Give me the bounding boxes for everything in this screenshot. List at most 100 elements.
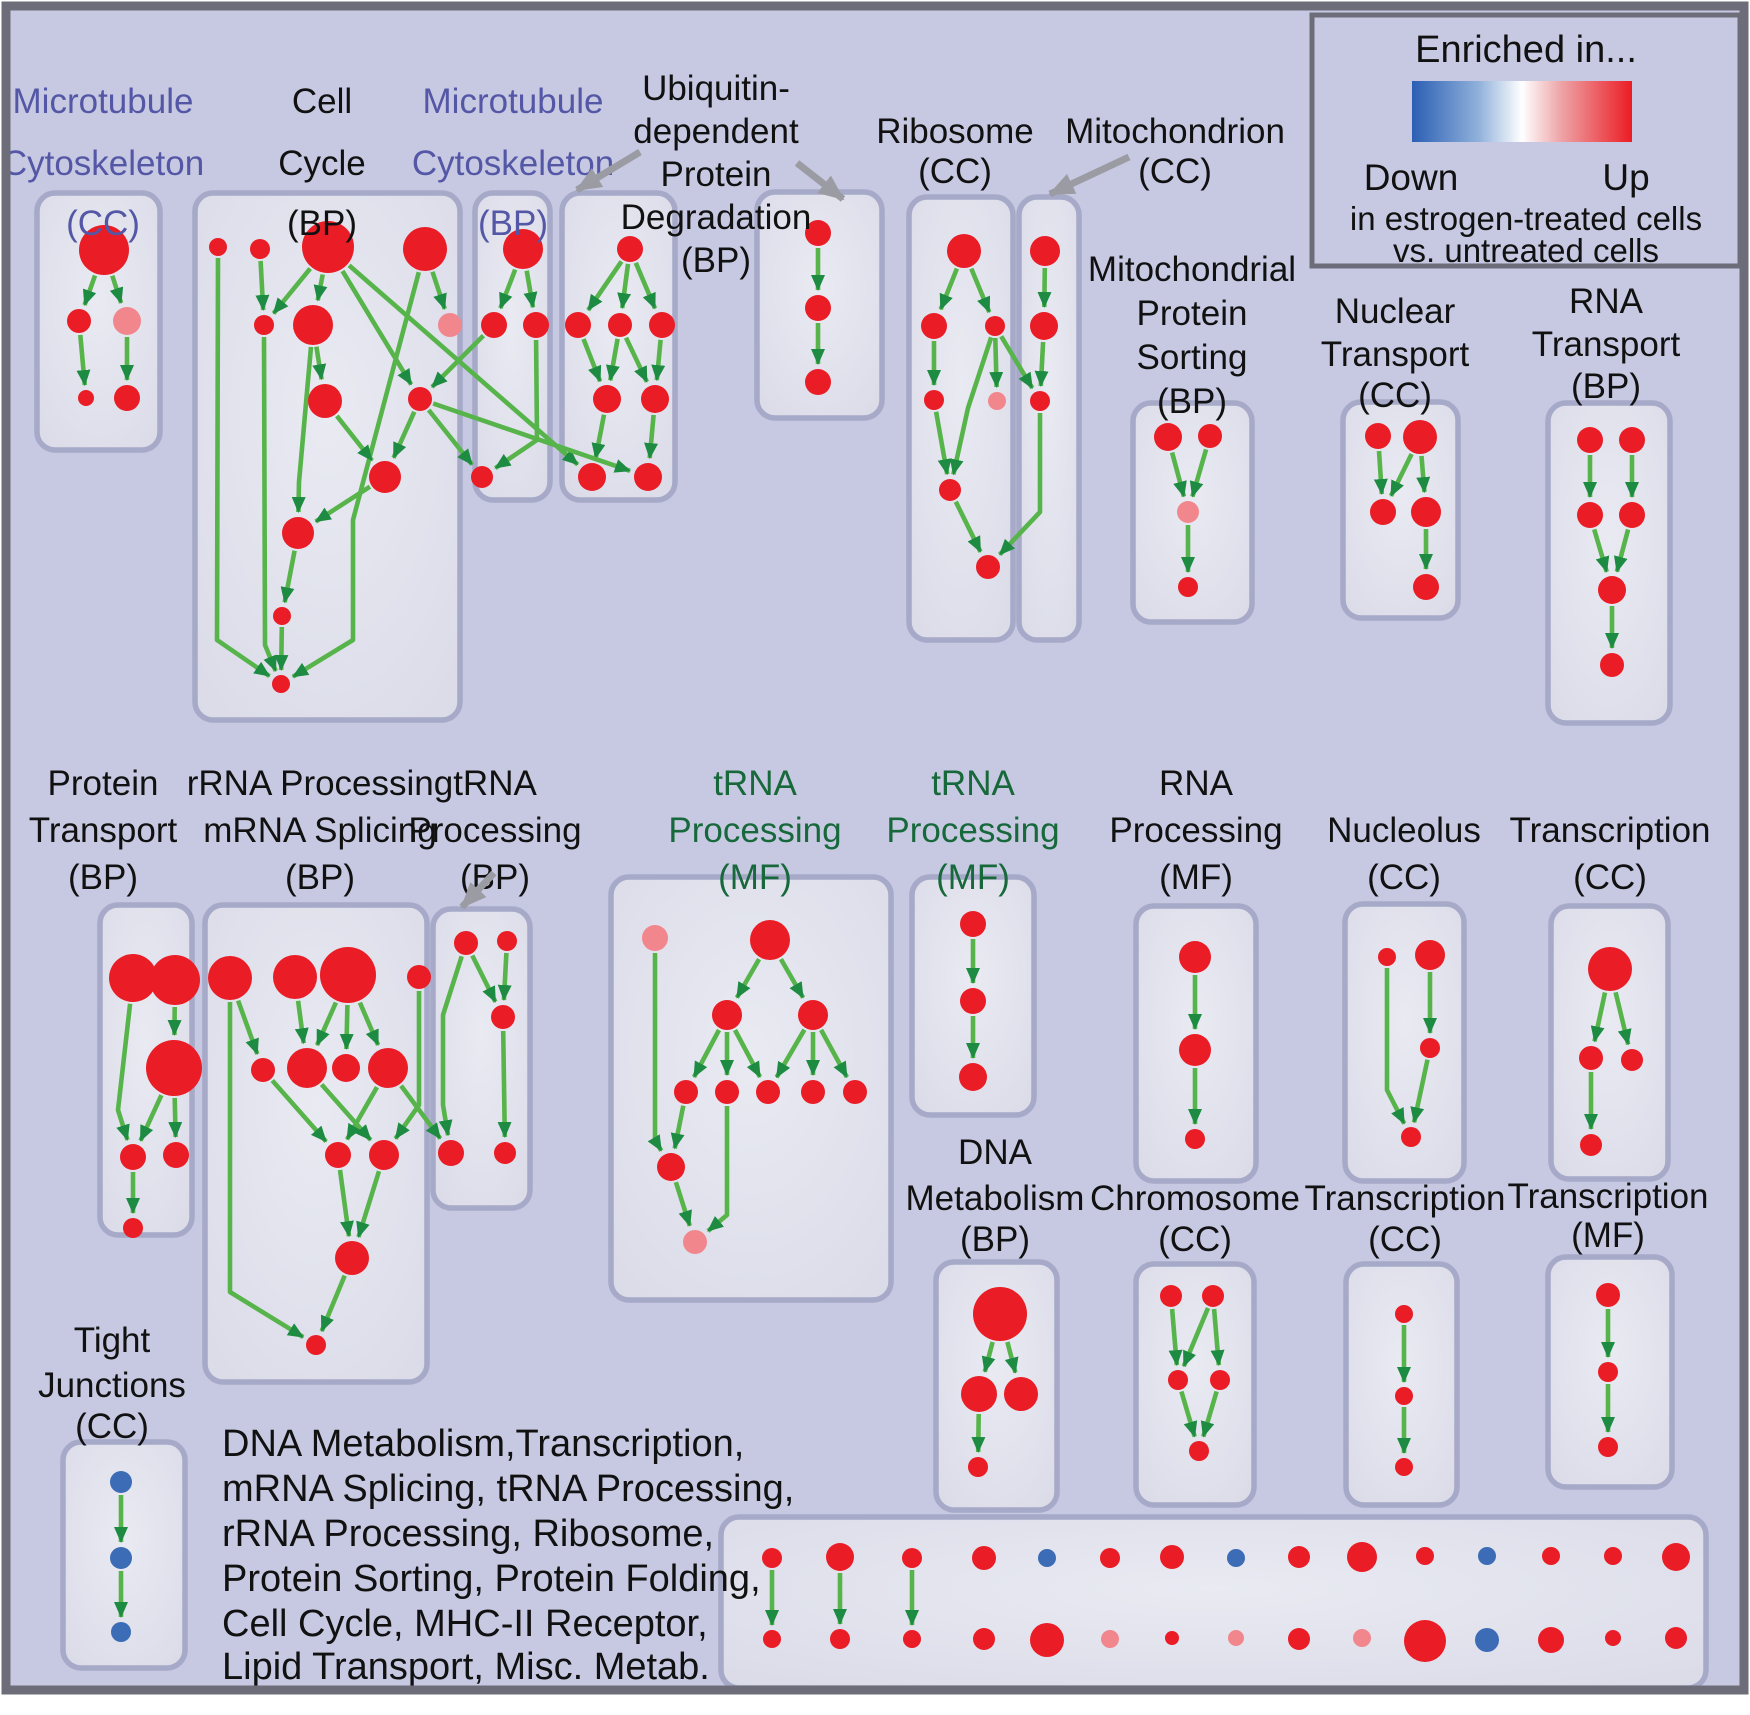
go-term-node-up [1210, 1370, 1230, 1390]
go-term-node-up [1395, 1458, 1413, 1476]
go-term-node-up [407, 965, 431, 989]
go-term-node-down [110, 1547, 132, 1569]
go-term-node-up [1600, 653, 1624, 677]
edge-ubiquitin-dependent-protein-degradation-bp [591, 414, 607, 460]
edge-trna-processing-mf-large [734, 957, 762, 999]
go-term-node-up [1160, 1545, 1184, 1569]
edge-rna-transport-bp [1591, 528, 1610, 573]
edge-trna-processing-mf-large [706, 1106, 730, 1233]
cluster-label-dna-metabolism-bp-line1: DNA [958, 1133, 1033, 1172]
go-term-node-up [1202, 1285, 1224, 1307]
edge-cell-cycle-bp [280, 550, 297, 604]
cross-edge [432, 401, 631, 473]
go-term-node-up [123, 1218, 143, 1238]
edge-cell-cycle-bp [261, 336, 278, 672]
cluster-label-rna-processing-mf-line1: RNA [1159, 764, 1234, 803]
go-term-node-up [251, 1058, 275, 1082]
cluster-label-mitochondrial-protein-sorting-bp-line3: Sorting [1137, 338, 1248, 377]
go-term-node-up [1580, 1134, 1602, 1156]
edge-trna-processing-mf-large [774, 1028, 807, 1079]
cluster-label-ribosome-cc-line1: Ribosome [876, 112, 1034, 151]
go-term-node-up [756, 1080, 780, 1104]
cluster-label-transcription-cc-middle-line2: (CC) [1573, 858, 1647, 897]
go-term-node-up [368, 1048, 408, 1088]
go-term-node-down [1478, 1547, 1496, 1565]
go-term-node-weak-up [1228, 1630, 1244, 1646]
arrow-to-ubiquitin-box-2-icon [794, 160, 846, 202]
go-term-node-up [1100, 1548, 1120, 1568]
go-term-node-up [79, 225, 129, 275]
cluster-label-cell-cycle-bp-line3: (BP) [287, 204, 357, 243]
go-term-node-up [921, 313, 947, 339]
go-term-node-down [1227, 1549, 1245, 1567]
misc-clusters-text-line4: Protein Sorting, Protein Folding, [222, 1558, 761, 1600]
go-term-node-up [250, 239, 270, 259]
go-term-node-up [78, 390, 94, 406]
go-term-node-up [843, 1080, 867, 1104]
edge-nucleolus-cc [1410, 1059, 1430, 1124]
go-term-node-up [308, 384, 342, 418]
cluster-label-trna-processing-mf-large-line1: tRNA [713, 764, 797, 803]
cluster-label-trna-processing-mf-large-line2: Processing [668, 811, 841, 850]
edge-trna-processing-mf-large [691, 1028, 722, 1079]
go-term-node-up [649, 312, 675, 338]
edge-chromosome-cc [1179, 1390, 1198, 1438]
go-term-node-up [960, 988, 986, 1014]
cross-edge [399, 1084, 443, 1140]
edge-ribosome-cc [949, 336, 994, 476]
go-term-node-up [1165, 1631, 1179, 1645]
edge-ubiquitin-dependent-protein-degradation-bp [586, 260, 624, 312]
cluster-label-nuclear-transport-cc-line2: Transport [1321, 335, 1470, 374]
edge-cell-cycle-bp [340, 269, 414, 386]
legend-gradient-bar [1412, 81, 1632, 142]
edge-nucleolus-cc [1384, 968, 1407, 1125]
cluster-label-trna-processing-mf-small-line1: tRNA [931, 764, 1015, 803]
edge-ubiquitin-dependent-protein-degradation-bp [651, 339, 666, 382]
go-term-node-up [403, 227, 447, 271]
go-term-node-up [1420, 1038, 1440, 1058]
go-term-node-up [976, 555, 1000, 579]
go-term-node-up [1168, 1370, 1188, 1390]
misc-clusters-text-line6: Lipid Transport, Misc. Metab. [222, 1646, 710, 1688]
go-term-node-up [369, 461, 401, 493]
cluster-label-microtubule-cytoskeleton-bp-line1: Microtubule [423, 82, 604, 121]
cluster-label-trna-processing-mf-small-line2: Processing [886, 811, 1059, 850]
edge-rrna-processing-mrna-splicing-bp [393, 991, 422, 1140]
cluster-label-rna-processing-mf-line2: Processing [1109, 811, 1282, 850]
go-term-node-up [578, 463, 606, 491]
go-term-node-up [959, 1063, 987, 1091]
edge-ubiquitin-dependent-protein-degradation-bp [617, 263, 632, 310]
go-term-node-up [109, 954, 157, 1002]
go-term-node-up [1538, 1627, 1564, 1653]
go-term-node-up [438, 1140, 464, 1166]
cluster-box-mitochondrion-cc [1016, 194, 1082, 643]
cluster-label-trna-processing-mf-large-line3: (MF) [718, 858, 792, 897]
go-term-node-up [715, 1080, 739, 1104]
cluster-label-trna-processing-mf-small-line3: (MF) [936, 858, 1010, 897]
go-term-node-up [1621, 1049, 1643, 1071]
edge-ribosome-cc [989, 337, 1004, 388]
edge-ubiquitin-dependent-protein-degradation-bp [633, 261, 658, 310]
go-term-node-up [826, 1543, 854, 1571]
go-term-node-up [617, 236, 643, 262]
go-term-node-up [972, 1546, 996, 1570]
cluster-label-ubiquitin-dependent-protein-degradation-bp-line4: Degradation [621, 198, 812, 237]
go-term-node-up [947, 234, 981, 268]
go-term-node-up [494, 1142, 516, 1164]
go-term-node-weak-up [988, 392, 1006, 410]
go-term-node-weak-up [642, 925, 668, 951]
go-term-node-up [1198, 424, 1222, 448]
edge-microtubule-cytoskeleton-bp [498, 268, 518, 310]
edge-rrna-processing-mrna-splicing-bp [314, 1001, 339, 1047]
edge-cell-cycle-bp [255, 260, 270, 311]
go-term-node-up [1179, 941, 1211, 973]
legend-title: Enriched in... [1415, 29, 1637, 71]
go-term-node-up [282, 517, 314, 549]
edge-cell-cycle-bp [271, 267, 312, 315]
edge-ubiquitin-dependent-protein-degradation-bp [581, 338, 603, 383]
go-term-node-up [1596, 1283, 1620, 1307]
go-term-node-up [1598, 576, 1626, 604]
go-term-node-up [471, 466, 493, 488]
go-term-node-up [273, 607, 291, 625]
cluster-label-cell-cycle-bp-line1: Cell [292, 82, 352, 121]
